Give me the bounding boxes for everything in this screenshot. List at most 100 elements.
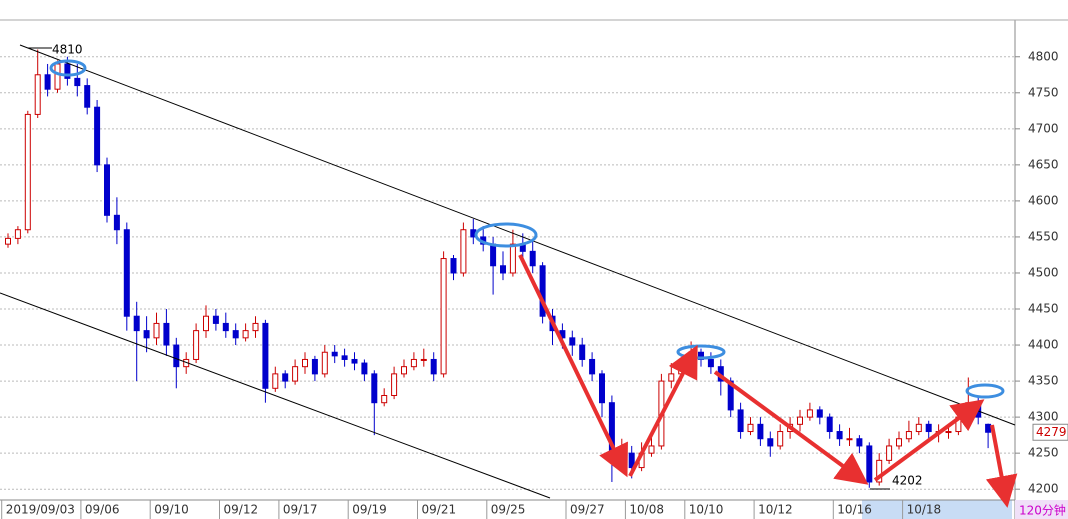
- highlight-ellipse: [965, 383, 1005, 399]
- candle-body: [450, 258, 457, 274]
- annotations-layer: 4810 4202: [0, 43, 1018, 508]
- x-tick-label: 09/10: [154, 503, 189, 517]
- candle-body: [44, 74, 51, 90]
- y-tick-label: 4350: [1028, 374, 1059, 388]
- arrow: [985, 424, 1018, 508]
- candle-body: [945, 431, 952, 434]
- candle-body: [133, 315, 140, 332]
- candle-body: [371, 373, 378, 404]
- x-tick-label: 10/12: [758, 503, 793, 517]
- candle-body: [509, 243, 516, 274]
- trend-line: [19, 44, 1016, 426]
- candle-body: [856, 438, 863, 447]
- candle-body: [5, 237, 11, 245]
- candle-body: [34, 74, 41, 115]
- candle-body: [569, 337, 576, 346]
- candle-body: [915, 423, 922, 433]
- y-tick-label: 4450: [1028, 302, 1059, 316]
- candle-body: [222, 322, 229, 332]
- candle-body: [816, 409, 823, 418]
- candle-body: [351, 358, 358, 364]
- candle-body: [806, 409, 813, 418]
- candle-body: [876, 459, 883, 483]
- candle-body: [311, 358, 318, 375]
- last-price-label: 4279: [1036, 425, 1067, 439]
- arrow: [713, 370, 869, 485]
- arrow: [873, 399, 985, 482]
- candle-body: [846, 438, 853, 441]
- candle-body: [331, 351, 338, 357]
- candle-body: [123, 229, 130, 317]
- candle-body: [490, 243, 497, 267]
- arrow: [518, 254, 628, 478]
- candle-body: [242, 330, 249, 339]
- candle-body: [143, 330, 150, 339]
- candle-body: [866, 445, 873, 483]
- candle-body: [599, 373, 605, 404]
- annotation: 4810: [52, 43, 83, 57]
- y-tick-label: 4200: [1028, 482, 1059, 496]
- candle-body: [925, 423, 932, 433]
- x-tick-label: 2019/09/03: [6, 503, 75, 517]
- candle-body: [14, 229, 21, 239]
- x-tick-label: 09/21: [422, 503, 457, 517]
- candle-body: [440, 258, 447, 375]
- candle-body: [985, 423, 992, 433]
- candle-body: [668, 373, 675, 382]
- annotation: 4202: [892, 474, 923, 488]
- candle-body: [262, 322, 269, 389]
- period-label: 120分钟: [1019, 503, 1066, 518]
- candle-body: [579, 344, 586, 360]
- y-tick-label: 4750: [1028, 85, 1059, 99]
- candle-body: [757, 423, 764, 440]
- candle-body: [797, 416, 803, 425]
- candle-body: [74, 77, 81, 87]
- selection-band: [862, 500, 1012, 519]
- candle-body: [707, 358, 714, 368]
- candle-body: [232, 330, 239, 339]
- candle-body: [212, 315, 219, 324]
- candle-body: [203, 315, 209, 332]
- x-tick-label: 10/10: [689, 503, 724, 517]
- candle-body: [460, 229, 467, 274]
- x-tick-label: 10/18: [907, 503, 942, 517]
- candle-body: [282, 373, 289, 382]
- candle-body: [381, 394, 388, 404]
- y-tick-label: 4800: [1028, 49, 1059, 63]
- candle-body: [747, 423, 754, 433]
- x-tick-label: 09/17: [283, 503, 318, 517]
- candle-body: [648, 445, 655, 454]
- candle-body: [430, 358, 437, 375]
- candle-body: [64, 63, 71, 79]
- candle-body: [410, 358, 417, 368]
- y-tick-label: 4250: [1028, 446, 1059, 460]
- candle-body: [153, 322, 160, 339]
- candle-body: [173, 344, 180, 368]
- x-tick-label: 09/19: [352, 503, 387, 517]
- candle-body: [341, 355, 348, 360]
- candle-body: [401, 366, 407, 375]
- candle-body: [905, 431, 912, 440]
- candle-body: [589, 358, 596, 375]
- candle-body: [391, 373, 398, 396]
- y-tick-label: 4300: [1028, 410, 1059, 424]
- candle-body: [24, 113, 31, 231]
- candle-body: [826, 416, 833, 433]
- candle-body: [292, 366, 299, 382]
- x-tick-label: 09/06: [85, 503, 120, 517]
- period-box: [1015, 500, 1068, 519]
- y-tick-label: 4600: [1028, 193, 1059, 207]
- candle-body: [361, 362, 368, 375]
- candle-body: [94, 106, 101, 166]
- y-tick-label: 4500: [1028, 265, 1059, 279]
- candle-body: [252, 322, 259, 332]
- candle-body: [836, 431, 843, 440]
- candle-body: [628, 452, 635, 469]
- candle-body: [302, 358, 308, 368]
- candle-body: [896, 438, 902, 447]
- arrow: [628, 344, 698, 477]
- x-tick-label: 10/08: [629, 503, 664, 517]
- highlight-ellipse: [49, 59, 87, 77]
- x-tick-label: 09/27: [570, 503, 605, 517]
- candle-body: [420, 358, 427, 361]
